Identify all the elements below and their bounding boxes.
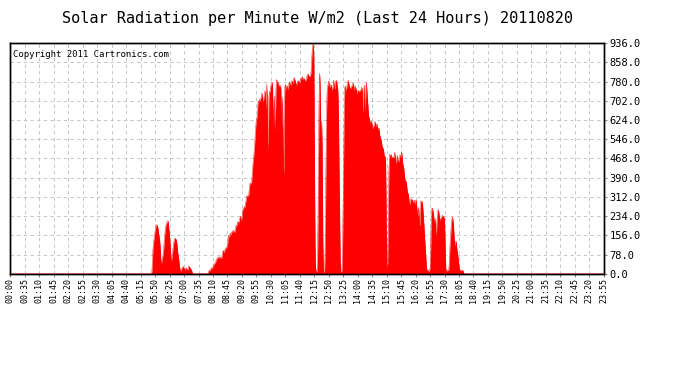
Text: Solar Radiation per Minute W/m2 (Last 24 Hours) 20110820: Solar Radiation per Minute W/m2 (Last 24… xyxy=(62,11,573,26)
Text: Copyright 2011 Cartronics.com: Copyright 2011 Cartronics.com xyxy=(13,50,169,59)
